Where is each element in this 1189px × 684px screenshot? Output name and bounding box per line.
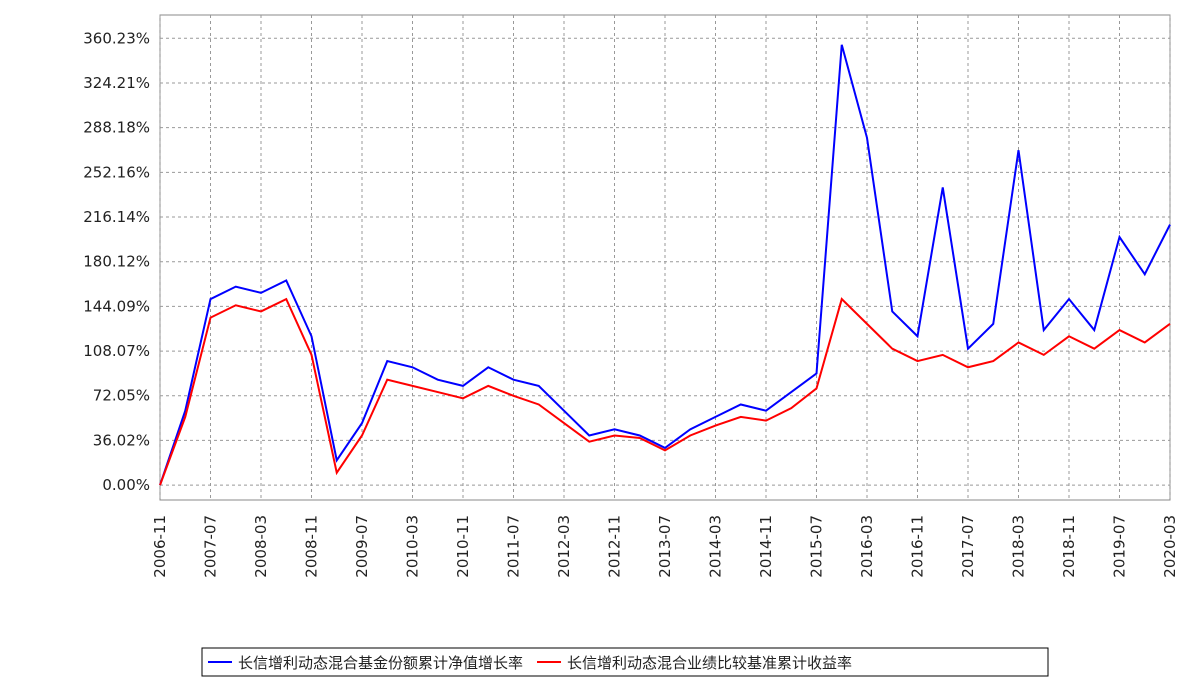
x-tick-label: 2012-03 [555, 515, 573, 578]
series-line [159, 44, 1171, 486]
x-tick-label: 2013-07 [656, 515, 674, 578]
y-tick-label: 108.07% [83, 342, 150, 360]
x-tick-label: 2008-11 [303, 515, 321, 578]
y-tick-label: 216.14% [83, 208, 150, 226]
y-tick-label: 180.12% [83, 253, 150, 271]
y-tick-label: 288.18% [83, 119, 150, 137]
x-tick-label: 2012-11 [606, 515, 624, 578]
legend-box [201, 647, 1049, 677]
x-tick-label: 2019-07 [1111, 515, 1129, 578]
x-tick-label: 2011-07 [505, 515, 523, 578]
x-tick-label: 2016-03 [858, 515, 876, 578]
legend-label: 长信增利动态混合基金份额累计净值增长率 [238, 654, 523, 672]
y-tick-label: 144.09% [83, 297, 150, 315]
series-line [159, 297, 1171, 486]
y-tick-label: 360.23% [83, 29, 150, 47]
x-tick-label: 2006-11 [151, 515, 169, 578]
y-tick-label: 0.00% [102, 476, 150, 494]
y-tick-label: 36.02% [93, 431, 150, 449]
x-tick-label: 2018-11 [1060, 515, 1078, 578]
x-tick-label: 2014-11 [757, 515, 775, 578]
x-tick-label: 2016-11 [909, 515, 927, 578]
y-tick-label: 252.16% [83, 163, 150, 181]
x-tick-label: 2009-07 [353, 515, 371, 578]
x-tick-label: 2014-03 [707, 515, 725, 578]
x-tick-label: 2008-03 [252, 515, 270, 578]
x-tick-label: 2007-07 [202, 515, 220, 578]
x-tick-label: 2010-11 [454, 515, 472, 578]
x-tick-label: 2017-07 [959, 515, 977, 578]
y-tick-label: 72.05% [93, 387, 150, 405]
x-tick-label: 2018-03 [1010, 515, 1028, 578]
y-tick-label: 324.21% [83, 74, 150, 92]
x-tick-label: 2010-03 [404, 515, 422, 578]
x-tick-label: 2015-07 [808, 515, 826, 578]
x-tick-label: 2020-03 [1161, 515, 1179, 578]
legend-label: 长信增利动态混合业绩比较基准累计收益率 [567, 654, 852, 672]
